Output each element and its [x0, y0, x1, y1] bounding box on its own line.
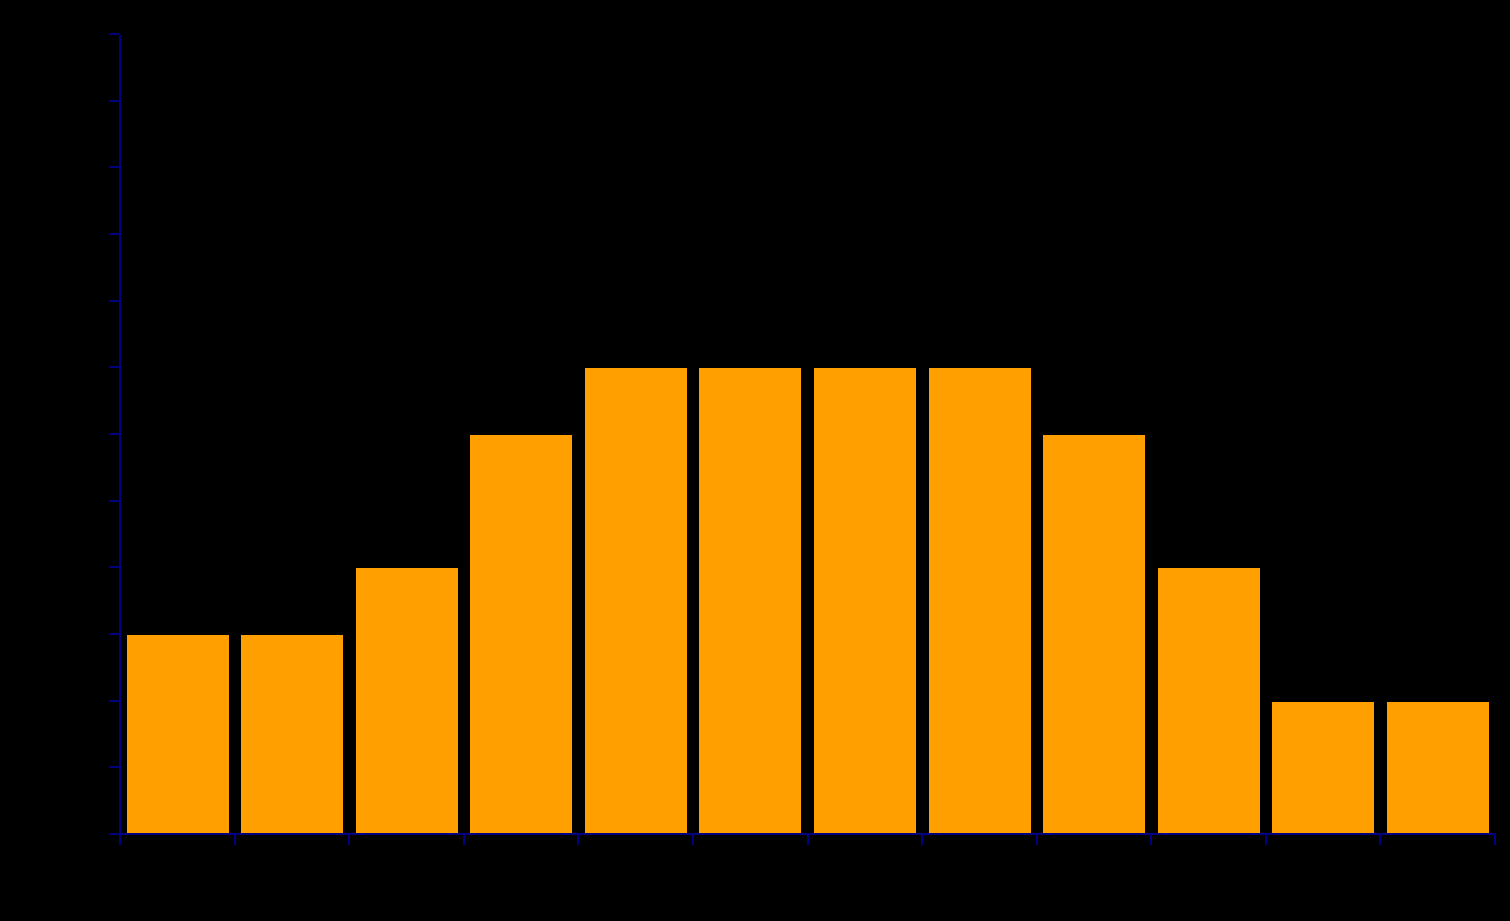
y-tick: [109, 100, 119, 102]
histogram-bar: [241, 635, 343, 835]
x-tick: [1494, 835, 1496, 845]
histogram-bar: [127, 635, 229, 835]
x-tick: [1150, 835, 1152, 845]
histogram-bar: [1043, 435, 1145, 835]
y-tick: [109, 166, 119, 168]
histogram-bar: [1158, 568, 1260, 835]
y-tick: [109, 633, 119, 635]
y-tick: [109, 500, 119, 502]
x-tick: [577, 835, 579, 845]
y-tick: [109, 233, 119, 235]
y-tick: [109, 366, 119, 368]
histogram-bar: [585, 368, 687, 835]
y-tick: [109, 566, 119, 568]
x-tick: [921, 835, 923, 845]
x-tick: [234, 835, 236, 845]
y-tick: [109, 433, 119, 435]
y-tick: [109, 833, 119, 835]
x-tick: [1036, 835, 1038, 845]
y-tick: [109, 700, 119, 702]
x-axis-spine: [119, 833, 1496, 835]
histogram-bar: [699, 368, 801, 835]
x-tick: [119, 835, 121, 845]
histogram-bar: [356, 568, 458, 835]
x-tick: [807, 835, 809, 845]
histogram-bar: [1272, 702, 1374, 835]
y-axis-spine: [119, 35, 121, 835]
histogram-bar: [1387, 702, 1489, 835]
x-tick: [463, 835, 465, 845]
x-tick: [1265, 835, 1267, 845]
histogram-bar: [929, 368, 1031, 835]
histogram-bar: [814, 368, 916, 835]
x-tick: [692, 835, 694, 845]
y-tick: [109, 766, 119, 768]
histogram-bar: [470, 435, 572, 835]
y-tick: [109, 33, 119, 35]
y-tick: [109, 300, 119, 302]
x-tick: [1379, 835, 1381, 845]
x-tick: [348, 835, 350, 845]
